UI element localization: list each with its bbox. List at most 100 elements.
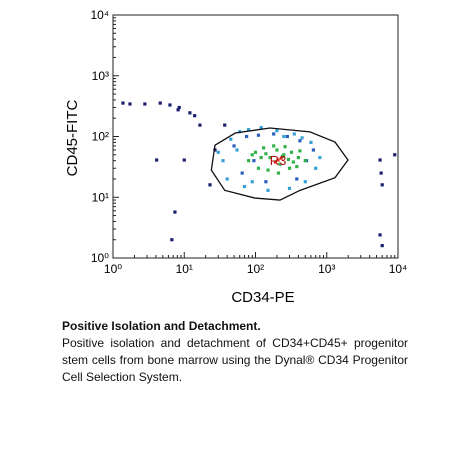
point <box>275 129 279 133</box>
point <box>246 159 251 163</box>
point <box>240 171 244 175</box>
point <box>278 162 282 166</box>
x-axis-label: CD34-PE <box>231 289 294 306</box>
chart: CD34-PE CD45-FITC 10⁰ 10¹ 10² 10³ 10⁴ 10⁰ 10¹ 1… <box>64 8 408 306</box>
x-tick-label: 10¹ <box>176 262 193 276</box>
point <box>223 123 227 127</box>
point <box>177 105 181 110</box>
point <box>225 177 229 181</box>
point <box>235 148 239 152</box>
point <box>393 153 397 157</box>
point <box>285 134 289 139</box>
point <box>276 158 280 162</box>
point <box>158 101 162 105</box>
point <box>378 233 382 237</box>
caption-text: Positive isolation and detachment of CD3… <box>62 336 408 384</box>
point <box>264 152 268 156</box>
point <box>380 243 384 248</box>
point <box>292 132 296 136</box>
point <box>208 183 212 187</box>
point <box>182 158 186 162</box>
caption: Positive Isolation and Detachment. Posit… <box>62 318 408 386</box>
point <box>379 171 383 175</box>
point <box>229 137 233 141</box>
point <box>170 238 174 242</box>
point <box>221 159 225 163</box>
caption-title: Positive Isolation and Detachment. <box>62 319 261 333</box>
point <box>242 184 247 189</box>
point <box>289 150 294 154</box>
point <box>216 150 220 154</box>
point <box>286 157 291 161</box>
y-tick-label: 10³ <box>92 69 109 83</box>
point <box>378 158 382 162</box>
point <box>272 144 276 148</box>
point <box>188 111 192 115</box>
point <box>287 186 292 190</box>
x-tick-label: 10⁰ <box>104 262 122 276</box>
point <box>262 146 266 150</box>
point <box>295 177 299 181</box>
plot-frame <box>112 14 399 259</box>
point <box>232 144 236 148</box>
point <box>296 155 300 160</box>
point <box>121 101 125 105</box>
point <box>295 164 299 169</box>
y-axis-label: CD45-FITC <box>64 99 81 176</box>
point <box>287 166 292 170</box>
point <box>250 180 254 184</box>
point <box>266 168 270 172</box>
point <box>253 150 258 154</box>
point <box>282 153 286 157</box>
point <box>303 180 307 184</box>
point <box>246 127 251 132</box>
point <box>318 155 322 160</box>
point <box>275 148 279 152</box>
point <box>268 155 272 160</box>
point <box>173 210 177 214</box>
point <box>244 134 249 139</box>
x-tick-label: 10⁴ <box>389 262 408 276</box>
point <box>168 103 172 107</box>
point <box>272 132 276 136</box>
point <box>266 188 270 192</box>
point <box>300 136 304 140</box>
point <box>250 153 254 157</box>
point <box>176 108 180 112</box>
point <box>298 149 302 153</box>
point <box>276 171 281 175</box>
point <box>280 154 285 159</box>
y-tick-label: 10² <box>92 130 109 144</box>
point <box>155 158 159 162</box>
point <box>238 130 242 134</box>
point <box>309 140 313 144</box>
point <box>213 148 217 152</box>
point <box>193 114 197 118</box>
point <box>252 159 256 163</box>
point <box>143 102 147 106</box>
y-tick-label: 10⁰ <box>91 251 109 265</box>
point <box>279 156 283 160</box>
point <box>298 139 302 143</box>
point <box>291 160 295 164</box>
point <box>264 180 268 184</box>
gate-label: R3 <box>270 153 287 168</box>
x-tick-label: 10² <box>247 262 264 276</box>
point <box>311 148 316 152</box>
point <box>128 102 132 106</box>
point <box>283 145 287 149</box>
x-tick-label: 10³ <box>318 262 335 276</box>
gate <box>210 127 349 201</box>
point <box>282 134 286 139</box>
point <box>259 126 263 130</box>
y-tick-label: 10⁴ <box>90 8 109 22</box>
point <box>198 123 202 127</box>
point <box>314 166 318 170</box>
point <box>303 159 307 163</box>
point <box>256 166 261 170</box>
point <box>259 155 263 160</box>
point <box>380 183 384 187</box>
point <box>273 160 277 164</box>
y-tick-label: 10¹ <box>92 190 109 204</box>
